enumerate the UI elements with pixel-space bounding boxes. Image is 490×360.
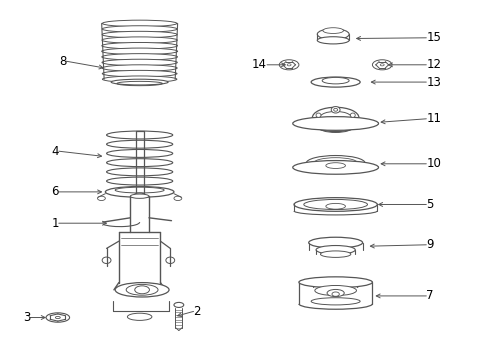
Ellipse shape xyxy=(311,298,360,305)
Text: 7: 7 xyxy=(426,289,434,302)
Ellipse shape xyxy=(299,277,372,288)
Ellipse shape xyxy=(102,70,177,77)
Ellipse shape xyxy=(293,117,379,130)
Ellipse shape xyxy=(126,284,158,295)
Text: 15: 15 xyxy=(426,31,441,44)
Text: 8: 8 xyxy=(59,55,66,68)
Ellipse shape xyxy=(316,246,355,254)
Ellipse shape xyxy=(130,194,149,198)
Ellipse shape xyxy=(102,37,177,43)
Text: 5: 5 xyxy=(426,198,434,211)
Ellipse shape xyxy=(106,140,172,148)
Ellipse shape xyxy=(294,198,377,211)
Ellipse shape xyxy=(279,60,299,70)
Ellipse shape xyxy=(105,186,174,197)
Ellipse shape xyxy=(318,29,349,40)
Ellipse shape xyxy=(46,313,70,322)
Text: 4: 4 xyxy=(51,145,59,158)
Ellipse shape xyxy=(350,113,355,117)
Ellipse shape xyxy=(102,31,177,38)
Ellipse shape xyxy=(326,163,345,168)
Ellipse shape xyxy=(327,289,344,297)
Text: 1: 1 xyxy=(51,217,59,230)
Text: 2: 2 xyxy=(194,305,201,318)
Ellipse shape xyxy=(316,113,321,117)
Ellipse shape xyxy=(309,237,363,248)
Text: 12: 12 xyxy=(426,58,441,71)
Ellipse shape xyxy=(331,107,340,113)
Text: 14: 14 xyxy=(252,58,267,71)
Ellipse shape xyxy=(304,199,368,210)
Ellipse shape xyxy=(322,77,349,84)
Text: 13: 13 xyxy=(426,76,441,89)
Ellipse shape xyxy=(106,177,172,185)
Ellipse shape xyxy=(102,48,177,55)
Text: 9: 9 xyxy=(426,238,434,251)
Ellipse shape xyxy=(311,77,360,87)
Text: 3: 3 xyxy=(23,311,30,324)
Ellipse shape xyxy=(315,285,357,296)
Ellipse shape xyxy=(111,79,168,85)
Ellipse shape xyxy=(115,283,169,297)
Text: 11: 11 xyxy=(426,112,441,125)
Ellipse shape xyxy=(127,313,152,320)
Ellipse shape xyxy=(323,28,343,33)
Ellipse shape xyxy=(318,37,349,44)
Ellipse shape xyxy=(102,42,177,49)
Ellipse shape xyxy=(174,302,184,307)
Ellipse shape xyxy=(106,168,172,176)
Ellipse shape xyxy=(372,60,392,70)
Ellipse shape xyxy=(134,193,145,197)
Ellipse shape xyxy=(102,59,177,66)
Ellipse shape xyxy=(106,159,172,167)
Text: 10: 10 xyxy=(426,157,441,170)
Ellipse shape xyxy=(106,149,172,157)
Text: 6: 6 xyxy=(51,185,59,198)
Ellipse shape xyxy=(102,76,177,82)
Ellipse shape xyxy=(320,251,351,257)
Ellipse shape xyxy=(102,26,177,32)
Ellipse shape xyxy=(102,54,177,60)
Ellipse shape xyxy=(115,187,164,193)
Ellipse shape xyxy=(102,65,177,71)
Ellipse shape xyxy=(293,161,379,174)
Ellipse shape xyxy=(106,131,172,139)
Ellipse shape xyxy=(102,20,177,27)
